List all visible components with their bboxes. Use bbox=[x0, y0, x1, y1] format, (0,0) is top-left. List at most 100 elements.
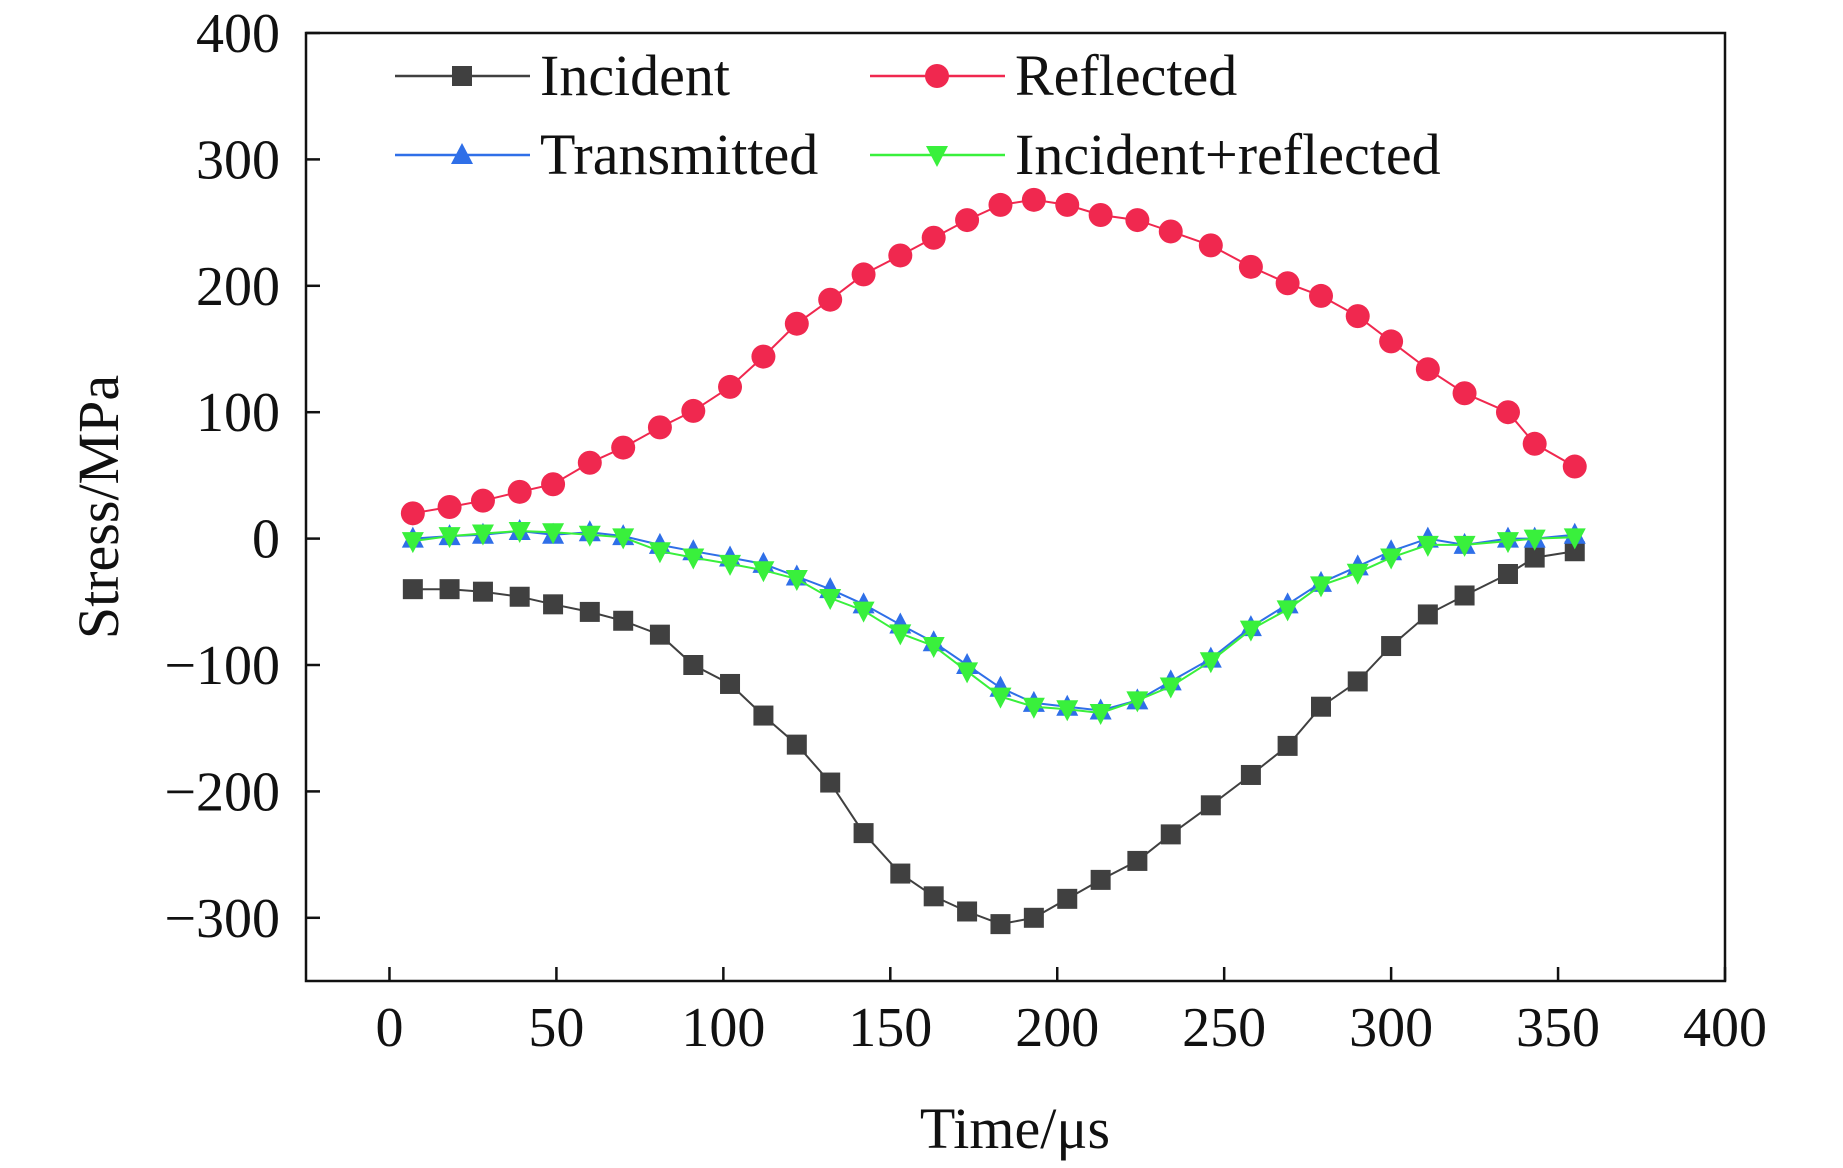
incident-reflected-point bbox=[1199, 652, 1222, 674]
incident-point bbox=[853, 823, 874, 844]
incident-point bbox=[1023, 907, 1044, 928]
incident-reflected-point bbox=[819, 589, 842, 611]
reflected-point bbox=[507, 479, 532, 504]
legend-marker bbox=[451, 143, 473, 164]
incident-line bbox=[412, 550, 1575, 926]
legend-label: Reflected bbox=[1015, 43, 1237, 108]
incident-reflected-point bbox=[1453, 535, 1476, 557]
incident-reflected-point bbox=[1496, 532, 1519, 554]
series-incident bbox=[402, 541, 1585, 935]
reflected-point bbox=[1522, 431, 1547, 456]
incident-point bbox=[990, 914, 1011, 935]
reflected-point bbox=[751, 344, 776, 369]
y-tick-label: −200 bbox=[164, 761, 280, 823]
reflected-point bbox=[1452, 381, 1477, 406]
incident-point bbox=[439, 579, 460, 600]
incident-point bbox=[1160, 824, 1181, 845]
incident-reflected-point bbox=[1022, 697, 1045, 719]
incident-reflected-point bbox=[612, 528, 635, 550]
incident-point bbox=[1127, 850, 1148, 871]
incident-reflected-point bbox=[578, 525, 601, 547]
legend-item-reflected: Reflected bbox=[870, 43, 1237, 108]
reflected-point bbox=[647, 415, 672, 440]
plot-frame bbox=[304, 31, 1727, 983]
incident-point bbox=[1311, 696, 1332, 717]
reflected-point bbox=[470, 488, 495, 513]
series-layer bbox=[400, 187, 1587, 935]
legend-label: Transmitted bbox=[540, 122, 818, 187]
incident-point bbox=[786, 734, 807, 755]
x-tick-label: 0 bbox=[375, 997, 403, 1059]
incident-point bbox=[1564, 541, 1585, 562]
incident-point bbox=[957, 901, 978, 922]
reflected-point bbox=[988, 192, 1013, 217]
reflected-point bbox=[1125, 208, 1150, 233]
incident-reflected-point bbox=[438, 527, 461, 549]
incident-reflected-point bbox=[1056, 700, 1079, 722]
reflected-point bbox=[437, 495, 462, 519]
incident-reflected-point bbox=[719, 554, 742, 576]
legend-marker bbox=[452, 66, 472, 86]
reflected-point bbox=[681, 398, 706, 423]
incident-point bbox=[1057, 888, 1078, 909]
incident-reflected-point bbox=[785, 570, 808, 592]
incident-reflected-point bbox=[922, 637, 945, 659]
incident-point bbox=[753, 705, 774, 726]
reflected-point bbox=[1495, 400, 1520, 425]
reflected-point bbox=[1275, 271, 1300, 296]
incident-reflected-point bbox=[542, 523, 565, 545]
x-tick-label: 350 bbox=[1516, 997, 1600, 1059]
incident-point bbox=[820, 772, 841, 793]
legend-item-incident-reflected: Incident+reflected bbox=[870, 122, 1441, 187]
reflected-point bbox=[1021, 187, 1046, 212]
y-tick-label: −300 bbox=[164, 888, 280, 950]
y-tick-label: 300 bbox=[196, 129, 280, 191]
transmitted-line bbox=[412, 529, 1575, 712]
x-axis-title: Time/μs bbox=[920, 1096, 1110, 1161]
incident-reflected-point bbox=[1346, 563, 1369, 585]
incident-point bbox=[890, 863, 911, 884]
series-incident-reflected bbox=[401, 522, 1586, 726]
incident-reflected-point bbox=[752, 561, 775, 583]
reflected-point bbox=[1379, 329, 1404, 354]
incident-point bbox=[1417, 604, 1438, 625]
incident-reflected-point bbox=[471, 524, 494, 546]
incident-point bbox=[579, 601, 600, 622]
incident-reflected-point bbox=[1126, 691, 1149, 713]
reflected-point bbox=[541, 472, 566, 497]
incident-reflected-point bbox=[1276, 600, 1299, 622]
legend-marker bbox=[926, 146, 948, 167]
x-tick-label: 100 bbox=[681, 997, 765, 1059]
incident-point bbox=[543, 594, 564, 615]
y-tick-label: 400 bbox=[196, 3, 280, 65]
reflected-point bbox=[851, 262, 876, 287]
reflected-point bbox=[1158, 219, 1183, 244]
reflected-point bbox=[1345, 304, 1370, 329]
y-tick-label: −100 bbox=[164, 635, 280, 697]
incident-point bbox=[402, 579, 423, 600]
y-axis-title: Stress/MPa bbox=[66, 375, 131, 639]
incident-reflected-point bbox=[889, 624, 912, 646]
incident-point bbox=[649, 624, 670, 645]
incident-reflected-point bbox=[648, 542, 671, 564]
incident-point bbox=[613, 610, 634, 631]
incident-point bbox=[1200, 795, 1221, 816]
incident-reflected-point bbox=[1239, 620, 1262, 642]
incident-reflected-point bbox=[956, 662, 979, 684]
reflected-point bbox=[577, 450, 602, 475]
incident-point bbox=[683, 655, 704, 675]
incident-reflected-point bbox=[682, 548, 705, 570]
y-axis-ticks: −300 −200 −100 0 100 200 300 400 bbox=[164, 3, 320, 950]
reflected-point bbox=[400, 501, 425, 526]
reflected-point bbox=[784, 311, 809, 336]
reflected-point bbox=[955, 208, 980, 233]
incident-reflected-point bbox=[1380, 548, 1403, 570]
reflected-line bbox=[412, 198, 1576, 515]
incident-point bbox=[1524, 547, 1545, 568]
incident-reflected-point bbox=[401, 532, 424, 554]
incident-point bbox=[1497, 563, 1518, 584]
incident-point bbox=[1240, 764, 1261, 785]
incident-point bbox=[1347, 671, 1368, 692]
incident-reflected-point bbox=[508, 522, 531, 544]
x-tick-label: 200 bbox=[1015, 997, 1099, 1059]
